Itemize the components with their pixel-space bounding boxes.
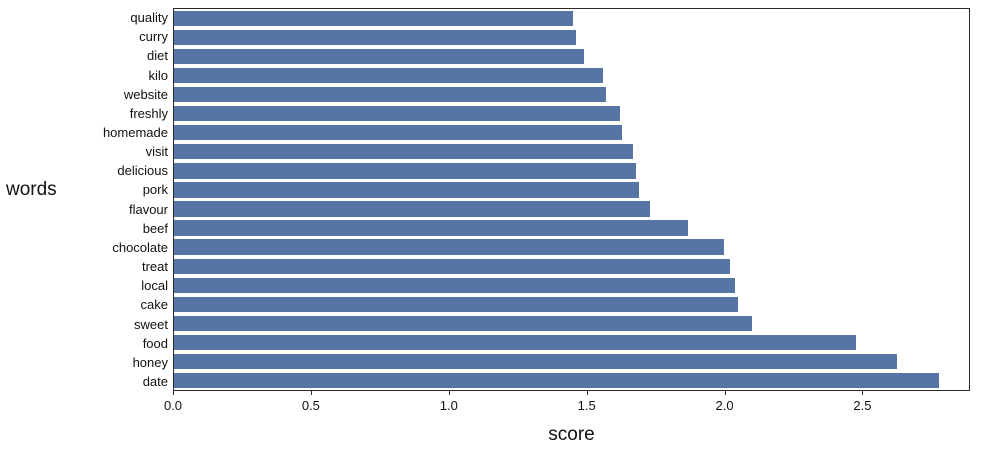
- bar: [174, 353, 898, 369]
- x-axis-title: score: [548, 424, 595, 445]
- y-tick-label: pork: [142, 182, 168, 198]
- plot-area: [173, 8, 970, 391]
- bar: [174, 163, 637, 179]
- bar-row: [174, 142, 969, 161]
- bar-row: [174, 295, 969, 314]
- y-tick-label: curry: [139, 29, 168, 45]
- bar-row: [174, 314, 969, 333]
- y-tick-label: sweet: [134, 316, 168, 332]
- bar: [174, 296, 738, 312]
- bar: [174, 220, 689, 236]
- y-tick-label: delicious: [117, 163, 168, 179]
- bar-row: [174, 123, 969, 142]
- y-tick-label: flavour: [128, 201, 168, 217]
- x-tick-label: 2.5: [853, 398, 872, 413]
- x-axis: 0.0 0.5 1.0 1.5 2.0 2.5: [164, 391, 970, 419]
- y-tick-label: treat: [141, 259, 168, 275]
- bar-row: [174, 276, 969, 295]
- y-tick-label: beef: [142, 220, 168, 236]
- y-tick-label: freshly: [129, 105, 168, 121]
- y-tick-label: chocolate: [112, 239, 168, 255]
- bar: [174, 239, 725, 255]
- bar-row: [174, 85, 969, 104]
- bar-row: [174, 333, 969, 352]
- bar-row: [174, 28, 969, 47]
- y-tick-label: quality: [130, 10, 168, 26]
- bar-row: [174, 180, 969, 199]
- x-tick-label: 0.0: [163, 398, 183, 413]
- x-tick-mark: [448, 391, 450, 395]
- x-tick-label: 1.5: [577, 398, 596, 413]
- bar-row: [174, 238, 969, 257]
- bar: [174, 182, 639, 198]
- bar: [174, 29, 576, 46]
- y-tick-label: local: [141, 278, 168, 294]
- bar-row: [174, 371, 969, 390]
- bar: [174, 315, 752, 331]
- bar-row: [174, 257, 969, 276]
- y-tick-label: homemade: [102, 125, 168, 141]
- y-tick-label: date: [142, 374, 168, 390]
- bar-row: [174, 104, 969, 123]
- x-tick-mark: [862, 391, 864, 395]
- bar: [174, 68, 604, 84]
- bar: [174, 334, 857, 350]
- bar-row: [174, 9, 969, 28]
- y-tick-label: food: [142, 335, 168, 351]
- bar-row: [174, 47, 969, 66]
- x-tick-label: 2.0: [715, 398, 734, 413]
- bar: [174, 372, 939, 389]
- bar: [174, 10, 573, 27]
- y-tick-label: website: [123, 86, 168, 102]
- bar: [174, 201, 650, 217]
- y-tick-label: kilo: [148, 67, 168, 83]
- y-tick-label: cake: [140, 297, 168, 313]
- x-tick-label: 0.5: [301, 398, 320, 413]
- y-tick-label: diet: [147, 48, 168, 64]
- bar-row: [174, 352, 969, 371]
- bar: [174, 49, 584, 65]
- bar: [174, 87, 606, 103]
- bar: [174, 144, 634, 160]
- bar-row: [174, 66, 969, 85]
- bar-row: [174, 199, 969, 218]
- x-tick-mark: [724, 391, 726, 395]
- x-tick-label: 1.0: [439, 398, 458, 413]
- x-tick-mark: [310, 391, 312, 395]
- bar: [174, 258, 730, 274]
- y-tick-label: visit: [145, 144, 168, 160]
- y-tick-label: honey: [132, 354, 168, 370]
- y-axis-labels: quality curry diet kilo website freshly homema…: [60, 8, 168, 391]
- bar: [174, 277, 736, 293]
- x-tick-mark: [173, 391, 174, 395]
- bar-row: [174, 219, 969, 238]
- bar-row: [174, 161, 969, 180]
- bars: [174, 9, 969, 390]
- bar: [174, 106, 620, 122]
- x-tick-mark: [586, 391, 588, 395]
- y-axis-title: words: [6, 179, 57, 200]
- bar: [174, 125, 623, 141]
